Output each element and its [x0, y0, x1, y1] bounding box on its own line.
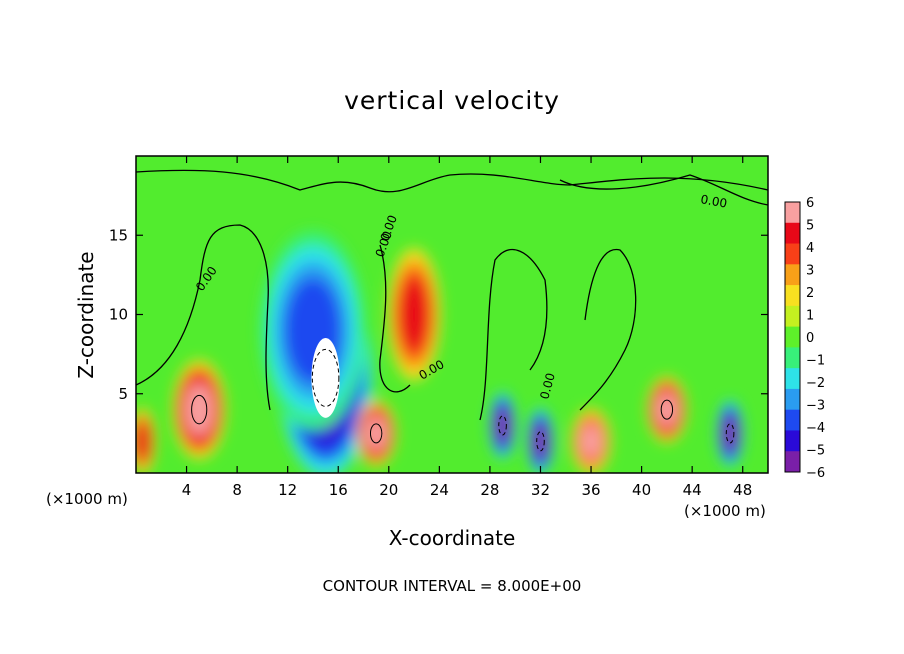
x-tick-label-32: 32	[531, 481, 550, 499]
colorbar-segment-6	[785, 326, 800, 348]
contour-loop-2	[191, 394, 208, 425]
colorbar-segment-12	[785, 202, 800, 224]
out-of-range-core-0	[311, 337, 340, 418]
field-blob-6-3	[533, 423, 548, 459]
colorbar-tick-label-2: 4	[806, 241, 814, 256]
contour-interval-note: CONTOUR INTERVAL = 8.000E+00	[322, 577, 582, 595]
chart-title: vertical velocity	[344, 86, 560, 115]
heatmap-field	[136, 156, 768, 473]
colorbar-segment-5	[785, 347, 800, 369]
colorbar-tick-label-8: −2	[806, 376, 825, 391]
colorbar-segment-3	[785, 388, 800, 411]
contour-loop-9	[725, 423, 735, 444]
field-blob-7-3	[580, 423, 602, 459]
y-tick-label-5: 5	[118, 385, 128, 403]
x-tick-label-16: 16	[329, 481, 348, 499]
colorbar-tick-label-4: 2	[806, 286, 814, 301]
x-tick-label-4: 4	[182, 481, 192, 499]
zero-contour-4	[579, 249, 637, 411]
x-tick-label-24: 24	[430, 481, 449, 499]
x-tick-label-20: 20	[379, 481, 398, 499]
colorbar-tick-label-1: 5	[806, 219, 814, 234]
contour-loop-6	[536, 431, 545, 452]
colorbar-segment-0	[785, 451, 800, 473]
field-blob-10-3	[136, 423, 150, 459]
colorbar-tick-label-7: −1	[806, 354, 825, 369]
y-axis-label: Z-coordinate	[74, 251, 98, 379]
x-tick-label-44: 44	[683, 481, 702, 499]
x-axis-label: X-coordinate	[388, 526, 516, 550]
field-blob-8-3	[656, 392, 678, 428]
colorbar-tick-label-12: −6	[806, 466, 825, 481]
colorbar-tick-label-10: −4	[806, 421, 825, 436]
field-blob-3-3	[365, 415, 387, 451]
y-tick-label-10: 10	[109, 306, 128, 324]
zero-contour-2	[379, 244, 411, 393]
zero-contour-0	[136, 169, 768, 193]
x-unit-label-left: (×1000 m)	[46, 490, 128, 508]
colorbar-segment-4	[785, 368, 800, 390]
zero-contour-3	[479, 248, 548, 421]
field-blob-2-3	[185, 383, 214, 436]
contour-label-4: 0.00	[699, 192, 728, 210]
x-unit-label-right: (×1000 m)	[684, 502, 766, 520]
contour-loop-0	[311, 348, 340, 407]
x-tick-label-8: 8	[232, 481, 242, 499]
colorbar-segment-10	[785, 243, 800, 265]
colorbar-segment-7	[785, 305, 800, 328]
contour-loop-3	[369, 423, 383, 444]
x-tick-label-48: 48	[733, 481, 752, 499]
colorbar-frame	[784, 201, 801, 473]
colorbar-tick-label-3: 3	[806, 264, 814, 279]
colorbar-tick-label-5: 1	[806, 309, 814, 324]
zero-contour-1	[136, 224, 271, 411]
contour-loop-5	[498, 415, 507, 436]
contour-label-3: 0.00	[537, 371, 557, 400]
colorbar-segment-8	[785, 285, 800, 307]
field-blob-9-3	[723, 415, 738, 451]
field-blob-4-3	[400, 279, 428, 350]
colorbar-tick-label-11: −5	[806, 444, 825, 459]
colorbar-tick-label-9: −3	[806, 399, 825, 414]
colorbar-segment-1	[785, 430, 800, 452]
x-tick-label-12: 12	[278, 481, 297, 499]
colorbar-tick-label-6: 0	[806, 331, 814, 346]
colorbar-segment-2	[785, 409, 800, 431]
x-tick-label-40: 40	[632, 481, 651, 499]
zero-contour-5	[559, 174, 768, 206]
contour-loop-8	[660, 399, 674, 420]
colorbar-tick-label-0: 6	[806, 196, 814, 211]
y-tick-label-15: 15	[109, 226, 128, 244]
field-blob-5-3	[495, 408, 510, 443]
colorbar-segment-11	[785, 222, 800, 245]
colorbar-segment-9	[785, 264, 800, 286]
x-tick-label-36: 36	[581, 481, 600, 499]
x-tick-label-28: 28	[480, 481, 499, 499]
